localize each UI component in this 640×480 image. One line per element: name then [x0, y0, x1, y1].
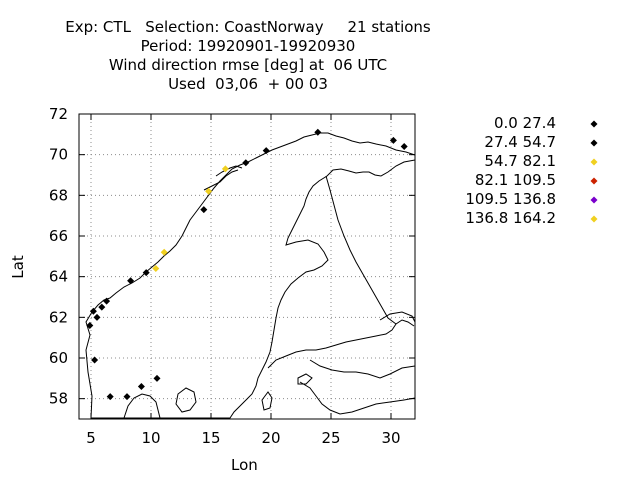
- legend-label: 0.0 27.4: [484, 114, 556, 132]
- y-tick-label: 68: [49, 186, 68, 204]
- station-marker: [123, 393, 131, 401]
- x-tick-label: 30: [381, 429, 400, 447]
- station-marker: [98, 303, 106, 311]
- title-line-2: Period: 19920901-19920930: [140, 37, 356, 55]
- legend-marker: [590, 177, 598, 185]
- station-marker: [200, 206, 208, 214]
- y-tick-label: 60: [49, 349, 68, 367]
- x-tick-label: 15: [201, 429, 220, 447]
- legend-marker: [590, 120, 598, 128]
- station-marker: [221, 165, 229, 173]
- legend-markers: [590, 120, 598, 223]
- y-tick-label: 70: [49, 146, 68, 164]
- x-tick-label: 10: [141, 429, 160, 447]
- y-tick-label: 62: [49, 308, 68, 326]
- y-tick-label: 72: [49, 105, 68, 123]
- legend-marker: [590, 139, 598, 147]
- y-tick-label: 58: [49, 390, 68, 408]
- title-line-3: Wind direction rmse [deg] at 06 UTC: [108, 56, 388, 74]
- station-marker: [153, 374, 161, 382]
- x-tick-label: 20: [261, 429, 280, 447]
- title-line-4: Used 03,06 + 00 03: [168, 75, 328, 93]
- legend-marker: [590, 158, 598, 166]
- station-markers: [86, 128, 408, 401]
- station-marker: [106, 393, 114, 401]
- station-marker: [262, 147, 270, 155]
- x-tick-label: 25: [321, 429, 340, 447]
- plot-frame: [78, 113, 416, 420]
- station-marker: [400, 143, 408, 151]
- y-tick-label: 64: [49, 268, 68, 286]
- station-marker: [205, 187, 213, 195]
- legend-label: 109.5 136.8: [465, 190, 556, 208]
- coastline: [85, 132, 415, 419]
- station-marker: [91, 356, 99, 364]
- title-line-1: Exp: CTL Selection: CoastNorway 21 stati…: [65, 18, 431, 36]
- legend-marker: [590, 196, 598, 204]
- grid-lines: [79, 113, 415, 419]
- x-tick-label: 5: [86, 429, 96, 447]
- station-marker: [127, 277, 135, 285]
- station-marker: [86, 321, 94, 329]
- x-axis-title: Lon: [231, 456, 258, 474]
- y-tick-label: 66: [49, 227, 68, 245]
- station-marker: [389, 136, 397, 144]
- station-marker: [314, 128, 322, 136]
- station-marker: [137, 382, 145, 390]
- station-marker: [152, 265, 160, 273]
- station-marker: [89, 307, 97, 315]
- legend-label: 27.4 54.7: [479, 133, 556, 151]
- station-marker: [160, 248, 168, 256]
- station-marker: [242, 159, 250, 167]
- legend-marker: [590, 215, 598, 223]
- y-axis-title: Lat: [9, 255, 27, 279]
- legend-label: 82.1 109.5: [470, 171, 556, 189]
- station-marker: [142, 269, 150, 277]
- axis-ticks: 5 10 15 20 25 30 58 60 62 64 66 68 70 72: [49, 105, 415, 447]
- legend-label: 136.8 164.2: [465, 209, 556, 227]
- legend-label: 54.7 82.1: [479, 152, 556, 170]
- station-marker: [93, 313, 101, 321]
- station-marker: [103, 297, 111, 305]
